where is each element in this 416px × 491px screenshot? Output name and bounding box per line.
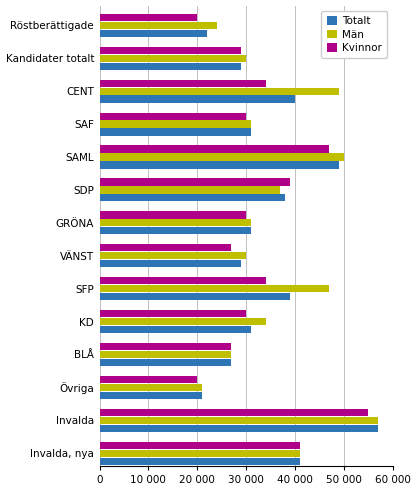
Bar [99, 145, 329, 153]
Bar [99, 293, 290, 300]
Bar [99, 87, 339, 95]
Bar [99, 285, 329, 292]
Bar [99, 351, 231, 358]
Bar [99, 244, 231, 251]
Bar [99, 47, 241, 54]
Bar [99, 62, 241, 70]
Bar [99, 260, 241, 267]
Bar [99, 326, 251, 333]
Bar [99, 227, 251, 234]
Bar [99, 14, 197, 21]
Bar [99, 409, 368, 416]
Bar [99, 153, 344, 161]
Bar [99, 55, 246, 62]
Legend: Totalt, Män, Kvinnor: Totalt, Män, Kvinnor [322, 11, 387, 58]
Bar [99, 252, 246, 259]
Bar [99, 392, 202, 399]
Bar [99, 186, 280, 193]
Bar [99, 277, 265, 284]
Bar [99, 343, 231, 350]
Bar [99, 211, 246, 218]
Bar [99, 128, 251, 136]
Bar [99, 120, 251, 128]
Bar [99, 458, 300, 465]
Bar [99, 442, 300, 449]
Bar [99, 450, 300, 457]
Bar [99, 417, 378, 424]
Bar [99, 22, 217, 29]
Bar [99, 318, 265, 325]
Bar [99, 384, 202, 391]
Bar [99, 359, 231, 366]
Bar [99, 376, 197, 383]
Bar [99, 178, 290, 186]
Bar [99, 219, 251, 226]
Bar [99, 29, 207, 37]
Bar [99, 310, 246, 317]
Bar [99, 112, 246, 120]
Bar [99, 194, 285, 201]
Bar [99, 425, 378, 432]
Bar [99, 80, 265, 87]
Bar [99, 95, 295, 103]
Bar [99, 161, 339, 168]
